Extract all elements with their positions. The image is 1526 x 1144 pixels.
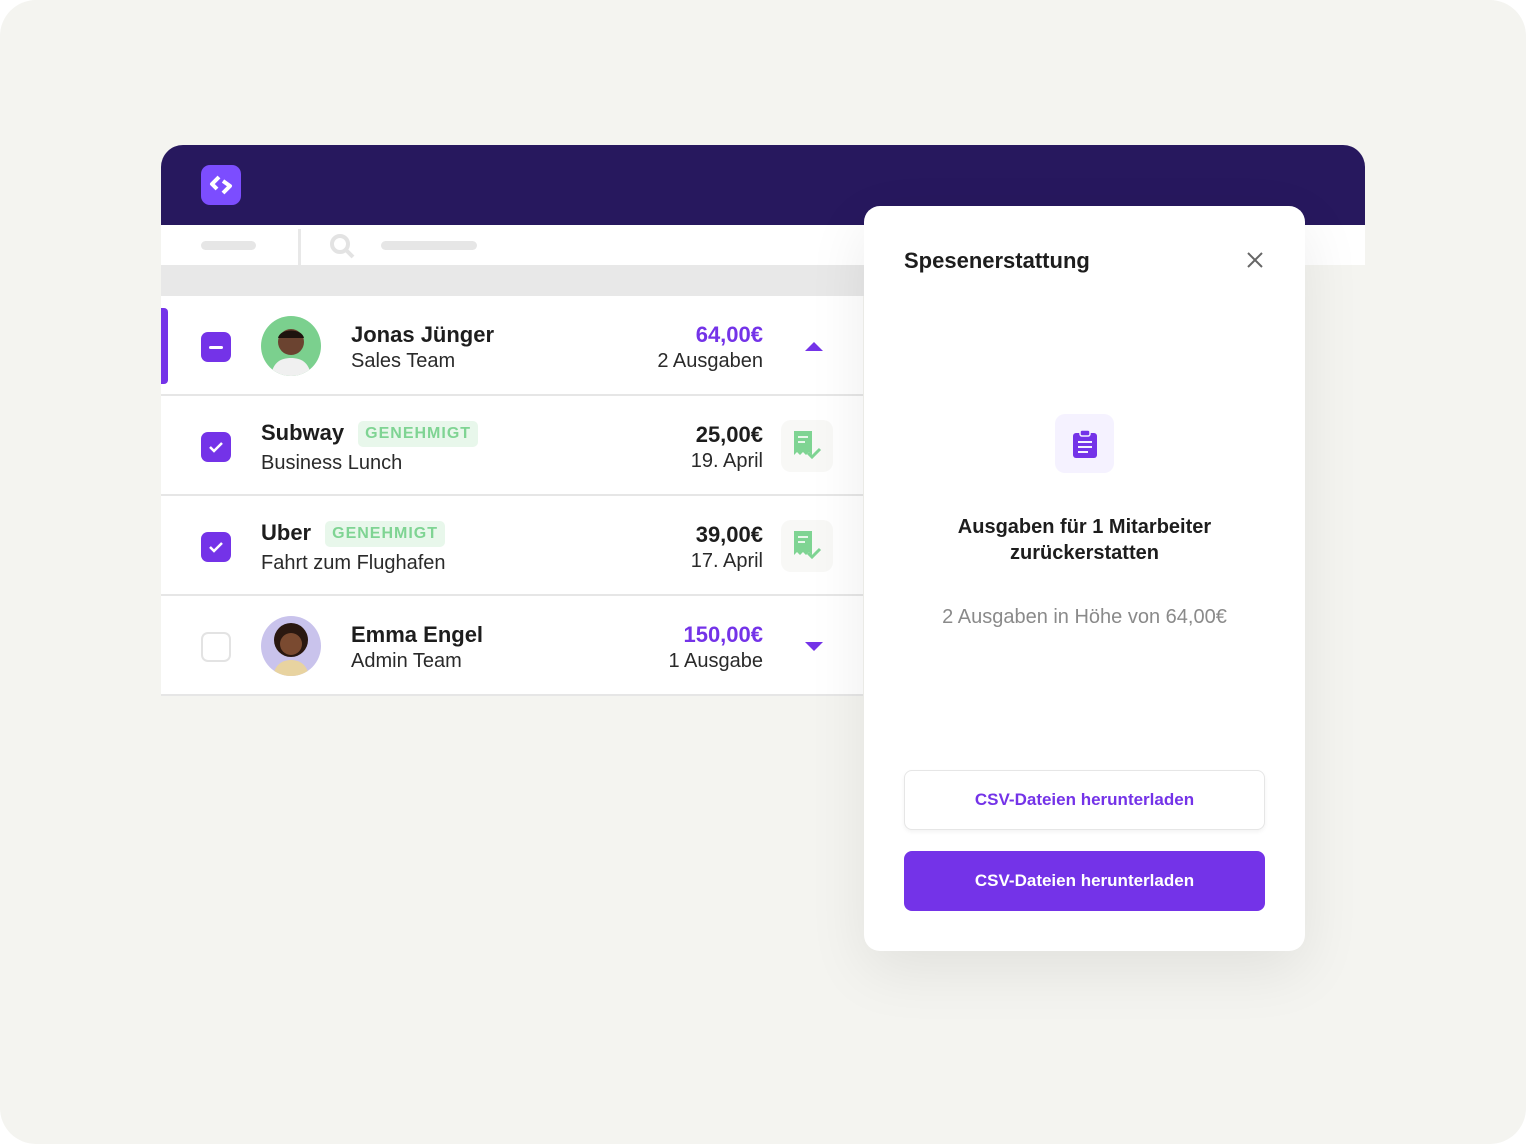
expense-date: 17. April [690, 550, 763, 572]
employee-name: Emma Engel [351, 622, 484, 647]
checkbox-unchecked[interactable] [201, 632, 231, 662]
expense-date: 19. April [690, 450, 763, 472]
merchant-name: Uber [261, 520, 312, 545]
status-badge: GENEHMIGT [325, 521, 446, 547]
clipboard-icon [1055, 414, 1114, 473]
employee-team: Admin Team [351, 650, 462, 672]
avatar [261, 316, 321, 376]
dialog-summary: 2 Ausgaben in Höhe von 64,00€ [942, 606, 1227, 628]
employee-team: Sales Team [351, 350, 456, 372]
heading-line: Ausgaben für 1 Mitarbeiter [957, 516, 1212, 538]
total-amount: 150,00€ [683, 622, 763, 647]
dialog-heading: Ausgaben für 1 Mitarbeiter zurückerstatte… [864, 514, 1305, 566]
caret-up-icon[interactable] [805, 340, 823, 352]
app-logo[interactable] [201, 165, 241, 205]
expense-list: Jonas Jünger Sales Team 64,00€ 2 Ausgabe… [161, 296, 863, 696]
dialog-title: Spesenerstattung [904, 248, 1090, 273]
receipt-approved-icon[interactable] [781, 420, 833, 472]
caret-down-icon[interactable] [805, 640, 823, 652]
expense-row[interactable]: Subway GENEHMIGT Business Lunch 25,00€ 19… [161, 396, 863, 496]
search-icon[interactable] [329, 233, 357, 261]
csv-download-primary-button[interactable]: CSV-Dateien herunterladen [904, 851, 1265, 911]
reimbursement-dialog: Spesenerstattung Ausgaben für 1 Mitarbei… [864, 206, 1305, 951]
filter-placeholder[interactable] [201, 241, 256, 250]
checkbox-checked[interactable] [201, 532, 231, 562]
heading-line: zurückerstatten [1010, 542, 1159, 564]
csv-download-secondary-button[interactable]: CSV-Dateien herunterladen [904, 770, 1265, 830]
expense-amount: 25,00€ [695, 422, 763, 447]
expense-count: 2 Ausgaben [657, 350, 763, 372]
expense-description: Business Lunch [261, 452, 403, 474]
merchant-name: Subway [261, 420, 345, 445]
checkbox-checked[interactable] [201, 432, 231, 462]
selection-indicator [161, 308, 168, 384]
search-input[interactable] [381, 241, 477, 250]
employee-row[interactable]: Emma Engel Admin Team 150,00€ 1 Ausgabe [161, 596, 863, 696]
close-icon[interactable] [1243, 248, 1267, 272]
status-badge: GENEHMIGT [358, 421, 479, 447]
expense-amount: 39,00€ [695, 522, 763, 547]
employee-row[interactable]: Jonas Jünger Sales Team 64,00€ 2 Ausgabe… [161, 296, 863, 396]
checkbox-indeterminate[interactable] [201, 332, 231, 362]
expense-description: Fahrt zum Flughafen [261, 552, 446, 574]
divider [298, 229, 301, 265]
avatar [261, 616, 321, 676]
receipt-approved-icon[interactable] [781, 520, 833, 572]
expense-count: 1 Ausgabe [668, 650, 763, 672]
expense-row[interactable]: Uber GENEHMIGT Fahrt zum Flughafen 39,00€… [161, 496, 863, 596]
employee-name: Jonas Jünger [351, 322, 495, 347]
total-amount: 64,00€ [695, 322, 763, 347]
